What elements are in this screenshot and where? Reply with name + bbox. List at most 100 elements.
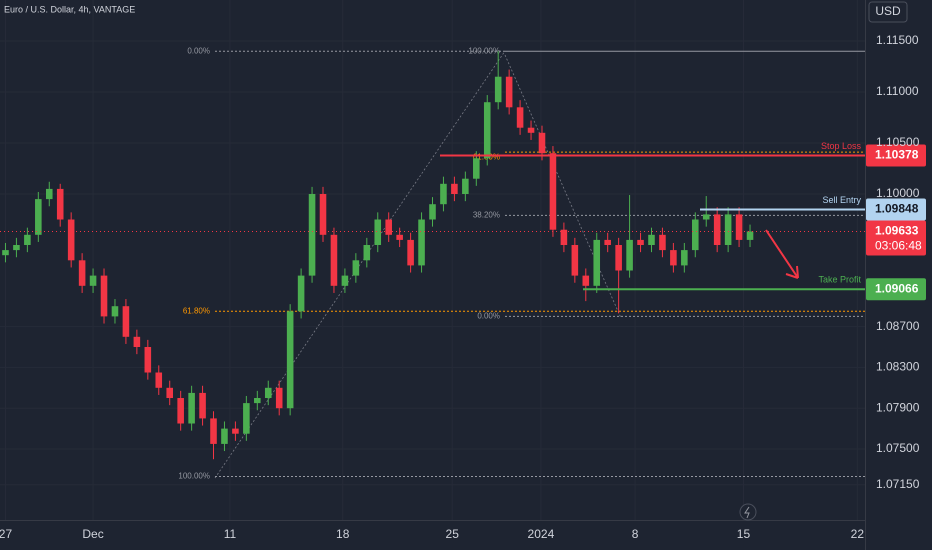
- candle-body: [210, 418, 217, 444]
- candle-body: [396, 234, 403, 240]
- candle-body: [319, 194, 327, 235]
- lightning-icon: [744, 506, 750, 519]
- candle-body: [144, 347, 152, 373]
- x-tick-label: 25: [446, 527, 460, 541]
- chart-title: Euro / U.S. Dollar, 4h, VANTAGE: [4, 4, 135, 14]
- candle-body: [505, 76, 513, 108]
- candle-body: [286, 311, 294, 409]
- candle-body: [429, 204, 436, 220]
- countdown: 03:06:48: [875, 239, 922, 253]
- candle-body: [243, 403, 250, 434]
- level-price: 1.09848: [875, 202, 919, 216]
- level-tag: [866, 278, 926, 301]
- fib-label: 100.00%: [178, 472, 210, 481]
- candle-body: [188, 392, 195, 424]
- candle-body: [78, 260, 86, 286]
- candle-body: [56, 188, 64, 220]
- candle-body: [100, 275, 108, 317]
- y-tick-label: 1.11000: [876, 84, 919, 98]
- candle-body: [297, 275, 305, 312]
- candle-body: [637, 239, 644, 246]
- y-tick-label: 1.07900: [876, 400, 920, 414]
- candle-body: [713, 214, 721, 246]
- candle-body: [615, 245, 622, 271]
- candle-body: [659, 234, 666, 251]
- candle-body: [494, 76, 502, 103]
- level-price: 1.10378: [875, 148, 919, 162]
- currency-box[interactable]: [868, 1, 908, 23]
- candle-body: [648, 234, 655, 246]
- current-price-label: 1.09633: [875, 224, 919, 238]
- fib-label: 0.00%: [477, 312, 500, 321]
- current-price-tag: [866, 220, 926, 256]
- candle-body: [516, 107, 524, 128]
- level-name: Take Profit: [818, 275, 861, 285]
- candle-body: [177, 398, 184, 424]
- candle-body: [571, 245, 579, 276]
- y-tick-label: 1.11500: [876, 33, 919, 47]
- candle-body: [681, 250, 688, 266]
- x-tick-label: 27: [0, 527, 12, 541]
- candle-body: [692, 219, 699, 251]
- x-tick-label: Dec: [82, 527, 103, 541]
- x-tick-label: 8: [632, 527, 639, 541]
- candle-body: [35, 199, 42, 235]
- level-tag: [866, 198, 926, 221]
- candle-body: [275, 387, 283, 409]
- candle-body: [626, 239, 633, 271]
- replay-button[interactable]: [739, 503, 757, 521]
- candle-body: [67, 219, 75, 261]
- candle-body: [24, 234, 31, 246]
- y-tick-label: 1.08300: [876, 360, 920, 374]
- candle-body: [702, 214, 710, 220]
- candle-body: [199, 392, 206, 419]
- candle-body: [89, 275, 97, 286]
- candles: [2, 51, 754, 460]
- level-name: Sell Entry: [822, 195, 861, 205]
- level-name: Stop Loss: [821, 141, 862, 151]
- fib-label: 38.20%: [473, 211, 500, 220]
- candle-body: [254, 398, 261, 404]
- candle-body: [374, 219, 382, 246]
- candle-body: [221, 428, 228, 444]
- y-tick-label: 1.08700: [876, 319, 920, 333]
- candle-body: [330, 234, 338, 286]
- fib-label: 100.00%: [468, 46, 500, 55]
- candle-body: [352, 260, 360, 276]
- candle-body: [560, 229, 568, 246]
- levels: Stop Loss 1.10378 Sell Entry 1.09848 Take Pr…: [440, 141, 926, 301]
- candle-body: [264, 387, 272, 399]
- candle-body: [746, 231, 754, 240]
- candle-body: [473, 158, 480, 179]
- candle-body: [549, 153, 557, 230]
- candle-body: [308, 194, 316, 276]
- candle-body: [527, 127, 535, 133]
- y-tick-label: 1.10500: [876, 135, 920, 149]
- down-arrow: [765, 229, 799, 279]
- x-tick-label: 18: [336, 527, 350, 541]
- candle-body: [462, 178, 469, 195]
- y-tick-label: 1.10000: [876, 186, 920, 200]
- candle-body: [45, 188, 53, 200]
- candle-body: [232, 428, 239, 434]
- x-tick-label: 2024: [528, 527, 555, 541]
- grid: [0, 0, 865, 520]
- candle-body: [582, 275, 590, 286]
- candle-body: [735, 214, 743, 240]
- x-tick-label: 22: [851, 527, 865, 541]
- candle-body: [418, 219, 425, 266]
- candle-body: [13, 245, 20, 251]
- level-price: 1.09066: [875, 281, 919, 295]
- candle-body: [724, 214, 732, 246]
- candle-body: [670, 250, 677, 266]
- x-tick-label: 11: [224, 527, 237, 541]
- candle-body: [407, 239, 414, 266]
- candle-body: [451, 183, 458, 195]
- fib-label: 61.80%: [183, 306, 210, 315]
- currency: USD: [875, 4, 901, 18]
- level-tag: [866, 144, 926, 167]
- candle-body: [440, 183, 447, 205]
